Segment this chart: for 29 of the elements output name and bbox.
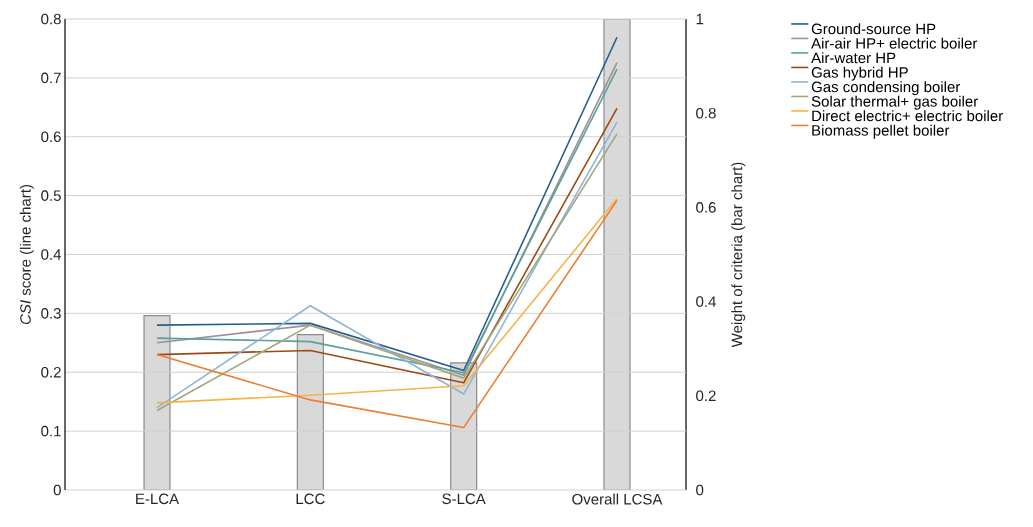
- legend-label: Air-water HP: [811, 52, 896, 64]
- y-tick-label: 0: [53, 484, 61, 496]
- y-tick-label: 0.4: [41, 249, 62, 260]
- y2-tick-label: 0.8: [696, 107, 716, 119]
- y2-tick-label: 0.6: [696, 202, 716, 213]
- y2-tick-label: 0.2: [696, 390, 716, 402]
- legend-label: Air-air HP+ electric boiler: [811, 37, 978, 49]
- legend-label: Ground-source HP: [811, 23, 936, 35]
- y2-tick-label: 1: [696, 13, 704, 25]
- legend-label: Solar thermal+ gas boiler: [811, 95, 978, 110]
- y-axis-title: CSI score (line chart): [19, 185, 34, 325]
- x-tick-label: Overall LCSA: [572, 493, 663, 505]
- y-tick-label: 0.2: [41, 366, 61, 378]
- y-tick-label: 0.1: [41, 425, 61, 437]
- legend-label: Direct electric+ electric boiler: [812, 110, 1003, 122]
- y-tick-label: 0.8: [41, 13, 61, 25]
- x-tick-label: LCC: [296, 493, 325, 505]
- y2-tick-label: 0.4: [696, 296, 716, 307]
- y-tick-label: 0.3: [41, 308, 61, 319]
- legend-label: Gas condensing boiler: [811, 81, 961, 96]
- x-tick-label: E-LCA: [136, 493, 180, 505]
- legend-label: Biomass pellet boiler: [812, 124, 950, 139]
- y2-tick-label: 0: [696, 484, 704, 496]
- y-tick-label: 0.5: [41, 190, 61, 201]
- legend-label: Gas hybrid HP: [811, 66, 908, 81]
- y2-axis-title: Weight of criteria (bar chart): [731, 162, 746, 348]
- x-tick-label: S-LCA: [442, 493, 486, 505]
- y-tick-label: 0.7: [41, 72, 61, 84]
- y-tick-label: 0.6: [41, 131, 61, 143]
